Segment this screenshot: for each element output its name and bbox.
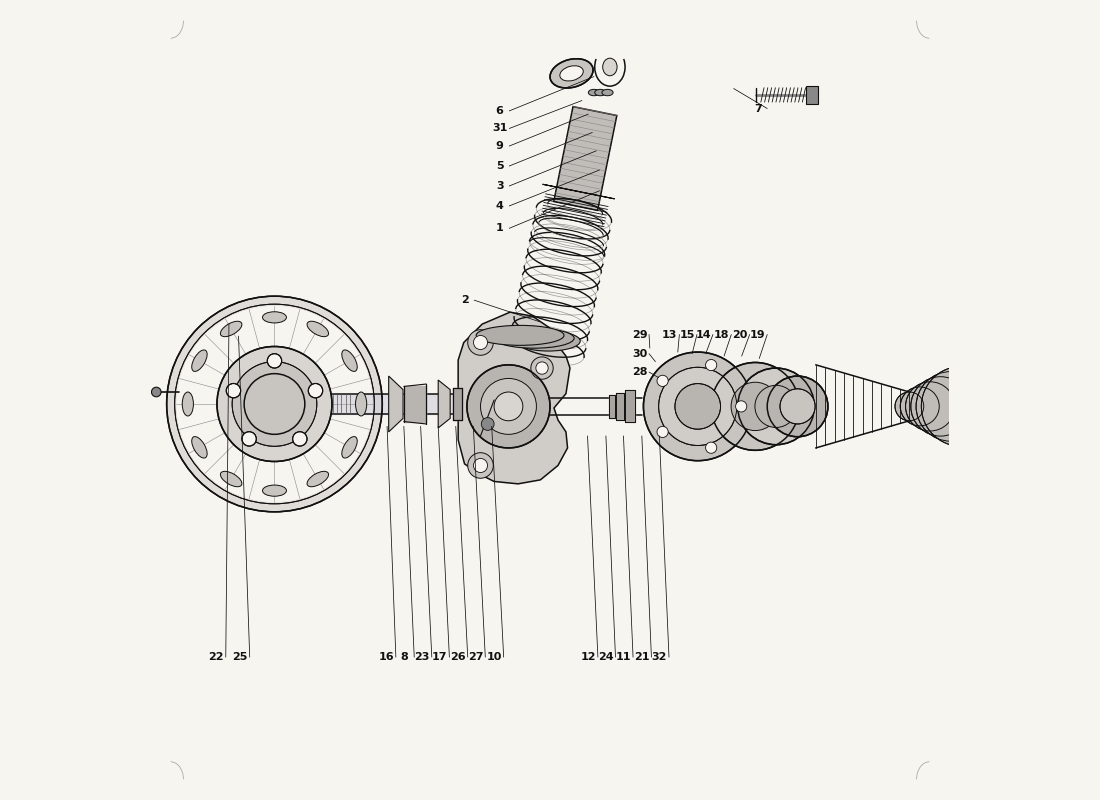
Circle shape: [227, 383, 241, 398]
Circle shape: [152, 387, 161, 397]
Text: 19: 19: [750, 330, 766, 339]
Ellipse shape: [263, 485, 286, 496]
Ellipse shape: [342, 350, 358, 371]
Circle shape: [473, 458, 487, 473]
Text: 31: 31: [492, 123, 507, 134]
Circle shape: [494, 392, 522, 421]
Ellipse shape: [191, 350, 207, 371]
Circle shape: [473, 335, 487, 350]
Polygon shape: [553, 106, 617, 210]
Circle shape: [267, 354, 282, 368]
Circle shape: [466, 365, 550, 448]
Text: 7: 7: [754, 103, 761, 114]
Circle shape: [916, 371, 986, 442]
Polygon shape: [438, 380, 450, 428]
Circle shape: [217, 346, 332, 462]
Text: 5: 5: [496, 161, 504, 171]
Text: 30: 30: [631, 349, 647, 358]
Text: 23: 23: [415, 652, 430, 662]
Ellipse shape: [307, 471, 329, 486]
Bar: [805, 86, 818, 104]
Polygon shape: [388, 376, 403, 432]
Circle shape: [657, 375, 668, 386]
Circle shape: [531, 357, 553, 379]
Circle shape: [536, 362, 548, 374]
Polygon shape: [542, 184, 615, 199]
Circle shape: [675, 383, 720, 429]
Text: 17: 17: [432, 652, 448, 662]
Circle shape: [468, 330, 493, 355]
Ellipse shape: [176, 306, 373, 502]
Text: 13: 13: [662, 330, 678, 339]
Circle shape: [293, 432, 307, 446]
Circle shape: [657, 426, 668, 438]
Ellipse shape: [476, 326, 564, 346]
Ellipse shape: [355, 392, 366, 416]
Ellipse shape: [191, 437, 207, 458]
Ellipse shape: [183, 392, 194, 416]
Circle shape: [738, 368, 814, 445]
Text: 28: 28: [631, 367, 647, 377]
Ellipse shape: [220, 322, 242, 337]
Circle shape: [481, 378, 537, 434]
Ellipse shape: [342, 437, 358, 458]
Text: 24: 24: [598, 652, 614, 662]
Ellipse shape: [263, 312, 286, 323]
Text: 20: 20: [733, 330, 748, 339]
Ellipse shape: [603, 58, 617, 76]
Ellipse shape: [595, 90, 606, 96]
Ellipse shape: [560, 66, 583, 81]
Text: 22: 22: [208, 652, 224, 662]
Circle shape: [644, 352, 752, 461]
Circle shape: [242, 432, 256, 446]
Text: 27: 27: [468, 652, 484, 662]
Text: 4: 4: [496, 201, 504, 211]
Circle shape: [468, 453, 493, 478]
Text: 15: 15: [680, 330, 695, 339]
Circle shape: [482, 418, 494, 430]
Text: 2: 2: [461, 295, 469, 305]
Text: 32: 32: [651, 652, 667, 662]
Circle shape: [732, 382, 780, 430]
Circle shape: [755, 386, 797, 427]
Text: 18: 18: [714, 330, 729, 339]
Circle shape: [780, 389, 815, 424]
Text: 26: 26: [450, 652, 466, 662]
Text: 8: 8: [400, 652, 408, 662]
Text: 1: 1: [496, 223, 504, 234]
Text: 12: 12: [581, 652, 596, 662]
Ellipse shape: [516, 331, 580, 351]
Ellipse shape: [167, 296, 383, 512]
Circle shape: [705, 442, 717, 454]
Ellipse shape: [220, 471, 242, 486]
Circle shape: [767, 376, 828, 437]
Circle shape: [736, 401, 747, 412]
Circle shape: [922, 366, 1001, 446]
Circle shape: [232, 362, 317, 446]
Text: 29: 29: [631, 330, 647, 339]
Circle shape: [900, 387, 939, 426]
Text: 9: 9: [496, 141, 504, 151]
Text: 21: 21: [634, 652, 650, 662]
Circle shape: [905, 382, 955, 431]
Text: 6: 6: [496, 106, 504, 116]
Text: 25: 25: [232, 652, 248, 662]
Circle shape: [705, 359, 717, 370]
Circle shape: [308, 383, 322, 398]
Ellipse shape: [602, 90, 613, 96]
Text: 14: 14: [695, 330, 711, 339]
Text: 3: 3: [496, 181, 504, 191]
Circle shape: [911, 377, 970, 436]
Circle shape: [712, 362, 800, 450]
Ellipse shape: [307, 322, 329, 337]
Text: 11: 11: [616, 652, 631, 662]
Circle shape: [895, 392, 924, 421]
Ellipse shape: [494, 328, 574, 348]
Text: 10: 10: [486, 652, 502, 662]
Text: 16: 16: [378, 652, 394, 662]
Circle shape: [659, 367, 737, 446]
Ellipse shape: [550, 58, 593, 88]
Ellipse shape: [588, 90, 600, 96]
Polygon shape: [459, 312, 570, 484]
